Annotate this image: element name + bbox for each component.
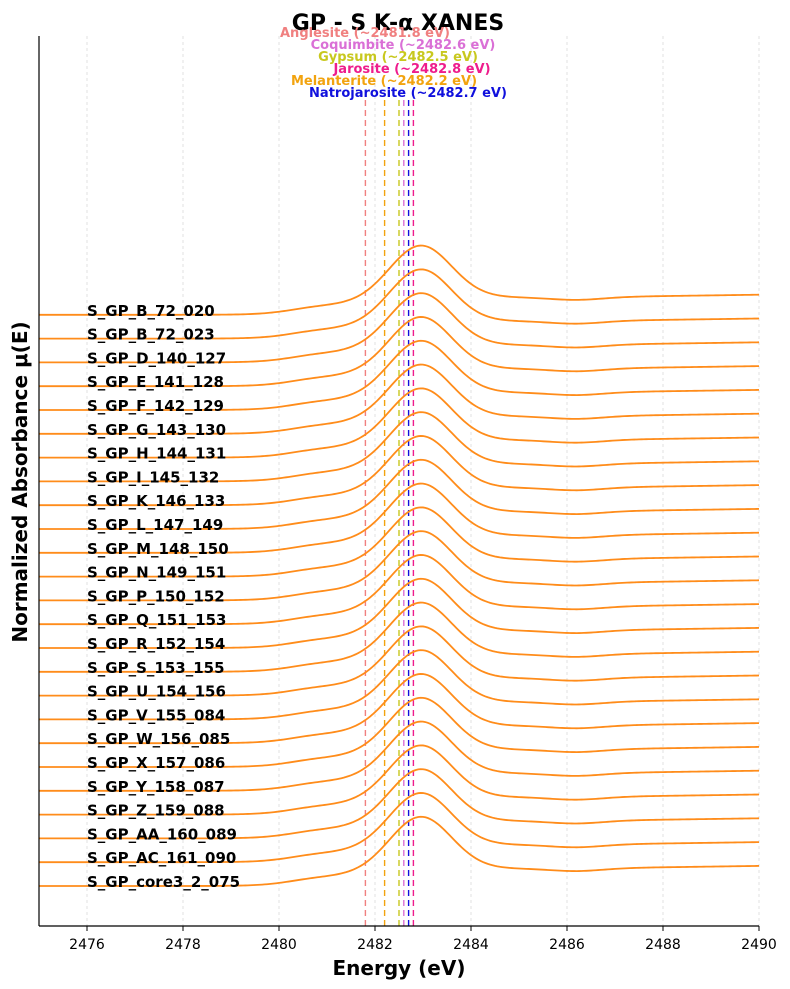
spectrum-line bbox=[39, 506, 760, 578]
series-label: S_GP_W_156_085 bbox=[87, 730, 230, 748]
spectrum-line bbox=[39, 268, 760, 340]
series-label: S_GP_Q_151_153 bbox=[87, 611, 226, 629]
series-label: S_GP_V_155_084 bbox=[87, 706, 225, 724]
series-label: S_GP_AA_160_089 bbox=[87, 825, 237, 843]
series-label: S_GP_D_140_127 bbox=[87, 349, 226, 367]
y-axis-title: Normalized Absorbance μ(E) bbox=[8, 321, 32, 642]
spectrum-line bbox=[39, 625, 760, 697]
reference-label: Gypsum (~2482.5 eV) bbox=[318, 50, 478, 65]
spectrum-line bbox=[39, 673, 760, 745]
x-tick-label: 2482 bbox=[357, 937, 393, 953]
spectrum-line bbox=[39, 649, 760, 721]
series-label: S_GP_S_153_155 bbox=[87, 659, 225, 677]
series-label: S_GP_Y_158_087 bbox=[87, 778, 225, 796]
spectrum-line bbox=[39, 768, 760, 840]
spectrum-line bbox=[39, 720, 760, 792]
series-label: S_GP_I_145_132 bbox=[87, 468, 219, 486]
series-label: S_GP_R_152_154 bbox=[87, 635, 225, 653]
x-tick-label: 2488 bbox=[645, 937, 681, 953]
series-label: S_GP_K_146_133 bbox=[87, 492, 225, 510]
spectra-group bbox=[39, 244, 760, 887]
spectrum-line bbox=[39, 411, 760, 483]
series-label: S_GP_F_142_129 bbox=[87, 397, 224, 415]
spectrum-line bbox=[39, 554, 760, 626]
spectrum-line bbox=[39, 815, 760, 887]
x-tick-label: 2490 bbox=[741, 937, 777, 953]
x-axis-title: Energy (eV) bbox=[333, 956, 466, 980]
series-label: S_GP_AC_161_090 bbox=[87, 849, 236, 867]
reference-labels: Anglesite (~2481.8 eV)Coquimbite (~2482.… bbox=[280, 26, 507, 101]
spectrum-line bbox=[39, 744, 760, 816]
reference-label: Coquimbite (~2482.6 eV) bbox=[311, 38, 496, 53]
spectrum-line bbox=[39, 387, 760, 459]
x-tick-label: 2478 bbox=[165, 937, 201, 953]
series-label: S_GP_core3_2_075 bbox=[87, 873, 240, 891]
x-tick-label: 2476 bbox=[69, 937, 105, 953]
series-label: S_GP_H_144_131 bbox=[87, 445, 226, 463]
series-label: S_GP_N_149_151 bbox=[87, 564, 226, 582]
chart-title: GP - S K-α XANES bbox=[292, 11, 504, 36]
series-label: S_GP_G_143_130 bbox=[87, 421, 226, 439]
x-axis-ticks: 2476 2478 2480 2482 2484 2486 2488 2490 bbox=[69, 926, 777, 953]
x-tick-label: 2480 bbox=[261, 937, 297, 953]
spectrum-line bbox=[39, 458, 760, 530]
spectrum-line bbox=[39, 363, 760, 435]
spectrum-line bbox=[39, 530, 760, 602]
spectrum-line bbox=[39, 339, 760, 411]
spectrum-line bbox=[39, 244, 760, 316]
spectrum-line bbox=[39, 316, 760, 388]
spectrum-line bbox=[39, 482, 760, 554]
series-label: S_GP_B_72_020 bbox=[87, 302, 215, 320]
series-labels: S_GP_B_72_020 S_GP_B_72_023 S_GP_D_140_127… bbox=[87, 302, 240, 891]
x-tick-label: 2486 bbox=[549, 937, 585, 953]
series-label: S_GP_M_148_150 bbox=[87, 540, 229, 558]
spectrum-line bbox=[39, 696, 760, 768]
reference-label: Jarosite (~2482.8 eV) bbox=[332, 62, 490, 77]
series-label: S_GP_X_157_086 bbox=[87, 754, 225, 772]
spectrum-line bbox=[39, 577, 760, 649]
series-label: S_GP_E_141_128 bbox=[87, 373, 224, 391]
series-label: S_GP_U_154_156 bbox=[87, 683, 226, 701]
spectrum-line bbox=[39, 601, 760, 673]
spectrum-line bbox=[39, 292, 760, 364]
spectrum-line bbox=[39, 435, 760, 507]
reference-label: Melanterite (~2482.2 eV) bbox=[291, 74, 477, 89]
series-label: S_GP_B_72_023 bbox=[87, 326, 215, 344]
reference-label: Natrojarosite (~2482.7 eV) bbox=[309, 86, 507, 101]
series-label: S_GP_P_150_152 bbox=[87, 587, 225, 605]
spectrum-line bbox=[39, 792, 760, 864]
x-tick-label: 2484 bbox=[453, 937, 489, 953]
series-label: S_GP_L_147_149 bbox=[87, 516, 223, 534]
reference-label: Anglesite (~2481.8 eV) bbox=[280, 26, 450, 41]
series-label: S_GP_Z_159_088 bbox=[87, 802, 225, 820]
